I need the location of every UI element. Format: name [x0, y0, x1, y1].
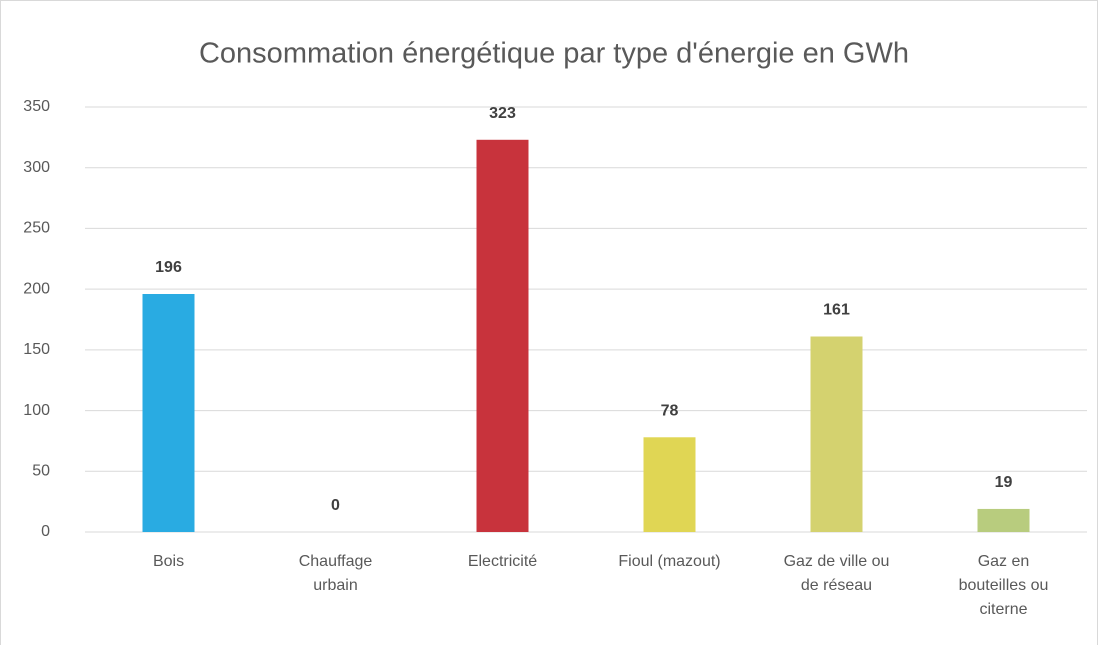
data-label: 161	[823, 302, 850, 319]
y-tick-label: 250	[23, 220, 50, 237]
bar	[977, 508, 1030, 532]
bar	[643, 437, 696, 532]
data-label: 196	[155, 259, 182, 276]
data-label: 78	[661, 403, 679, 420]
y-tick-label: 300	[23, 159, 50, 176]
y-tick-label: 350	[23, 98, 50, 115]
x-tick-label: Electricité	[467, 553, 538, 570]
bar	[476, 139, 529, 533]
data-label: 0	[331, 497, 340, 514]
x-tick-label: Bois	[152, 553, 185, 570]
data-label: 323	[489, 105, 516, 122]
x-tick-label: Fioul (mazout)	[618, 553, 721, 570]
bar	[810, 336, 863, 532]
bar	[142, 294, 195, 532]
x-tick-label: Chauffage urbain	[298, 553, 373, 594]
chart-title: Consommation énergétique par type d'éner…	[199, 38, 909, 70]
y-tick-label: 50	[32, 463, 50, 480]
data-label: 19	[995, 474, 1013, 491]
x-tick-label: Gaz de ville ou de réseau	[783, 553, 890, 594]
y-tick-label: 100	[23, 402, 50, 419]
y-tick-label: 150	[23, 341, 50, 358]
x-tick-label: Gaz en bouteilles ou citerne	[958, 553, 1049, 618]
y-tick-label: 200	[23, 280, 50, 297]
y-tick-label: 0	[41, 523, 50, 540]
